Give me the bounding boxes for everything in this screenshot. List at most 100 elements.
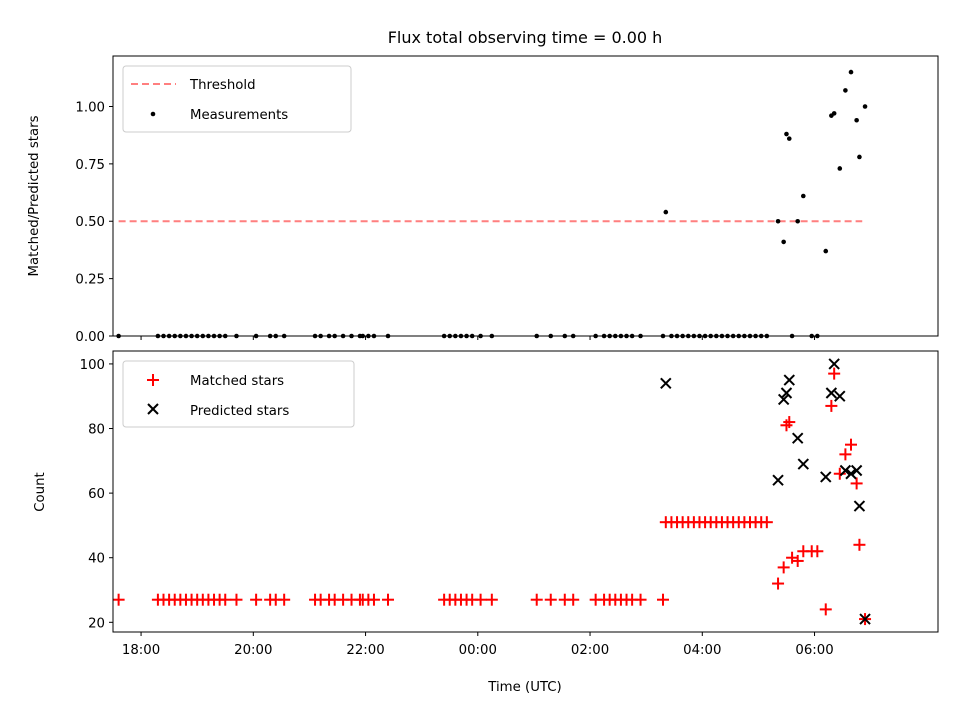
measurement-point	[786, 136, 792, 141]
matched-star-marker	[760, 516, 773, 529]
top-y-axis-label: Matched/Predicted stars	[27, 115, 42, 276]
measurement-point	[823, 248, 829, 254]
legend-matched-label: Matched stars	[190, 374, 284, 389]
top-y-tick-label: 0.00	[75, 330, 105, 345]
matched-star-marker	[845, 438, 858, 451]
measurement-point	[854, 117, 859, 123]
matched-star-marker	[657, 593, 669, 606]
predicted-star-marker-b	[845, 468, 857, 480]
predicted-star-marker	[853, 500, 866, 512]
predicted-star-marker-b	[797, 458, 810, 470]
predicted-star-marker	[859, 613, 871, 625]
matched-star-marker	[485, 593, 498, 606]
measurement-point	[837, 166, 843, 171]
top-y-tick-label: 0.25	[75, 273, 105, 288]
measurement-point	[801, 193, 806, 199]
bottom-x-tick-label: 04:00	[683, 643, 721, 658]
predicted-star-markers	[660, 358, 871, 625]
top-y-tick-label: 0.50	[75, 215, 105, 230]
measurement-points	[116, 69, 868, 339]
measurement-point	[857, 154, 862, 160]
predicted-star-marker	[783, 374, 795, 386]
predicted-star-marker	[828, 358, 840, 370]
measurement-point	[795, 218, 800, 224]
bottom-y-tick-label: 100	[80, 358, 105, 373]
bottom-legend-box	[122, 360, 355, 428]
top-legend: Threshold Measurements	[122, 65, 352, 133]
matched-star-marker	[474, 593, 487, 606]
matched-star-marker	[567, 593, 580, 606]
matched-star-markers	[112, 367, 872, 626]
predicted-star-marker-b	[820, 471, 832, 483]
matched-star-marker	[850, 477, 863, 490]
bottom-x-tick-label: 02:00	[571, 643, 609, 658]
matched-star-marker	[853, 538, 866, 551]
matched-star-marker	[825, 399, 838, 412]
matched-star-marker	[772, 577, 785, 590]
top-axes-frame	[112, 55, 939, 337]
matched-star-marker	[230, 593, 243, 606]
top-y-tick-label: 1.00	[75, 100, 105, 115]
matched-star-marker	[777, 561, 790, 574]
predicted-star-marker	[839, 464, 852, 477]
predicted-star-marker	[660, 377, 672, 390]
legend-predicted-marker	[147, 403, 159, 415]
predicted-star-marker	[850, 464, 863, 477]
bottom-x-tick-label: 22:00	[346, 643, 384, 658]
measurement-point	[862, 104, 868, 109]
top-y-tick-label: 0.75	[75, 158, 105, 173]
bottom-y-axis-label: Count	[33, 472, 48, 512]
matched-star-marker	[634, 593, 647, 606]
bottom-y-tick-label: 20	[88, 616, 105, 631]
predicted-star-marker-b	[791, 432, 804, 444]
predicted-star-marker-b	[780, 387, 793, 399]
predicted-star-marker-b	[772, 474, 784, 486]
measurement-point	[663, 209, 669, 215]
matched-star-marker	[819, 603, 832, 616]
chart-title: Flux total observing time = 0.00 h	[388, 28, 663, 47]
predicted-star-marker	[825, 387, 838, 399]
bottom-x-axis-ticks: 18:00 20:00 22:00 00:00 02:00 04:00 06:00	[122, 632, 834, 658]
bottom-x-tick-label: 00:00	[459, 643, 497, 658]
matched-star-marker	[828, 367, 841, 380]
measurement-point	[843, 88, 848, 93]
predicted-star-marker-b	[834, 390, 846, 402]
matched-star-marker	[367, 593, 380, 606]
predicted-star-marker	[777, 393, 790, 406]
bottom-axes-frame	[112, 350, 939, 633]
matched-star-marker	[839, 448, 852, 461]
measurement-point	[848, 69, 854, 75]
matched-star-marker	[783, 416, 796, 429]
bottom-panel: 20 40 60 80 100 18:00 20:00 22:00 00:00 02:00 04:…	[33, 350, 939, 695]
legend-matched-marker	[147, 374, 159, 386]
measurement-point	[775, 218, 781, 224]
predicted-star-marker-b	[850, 464, 863, 477]
predicted-star-marker-b	[839, 464, 852, 477]
predicted-star-marker	[772, 474, 784, 486]
bottom-x-tick-label: 06:00	[795, 643, 833, 658]
legend-measurement-marker	[150, 111, 156, 117]
predicted-star-marker	[797, 458, 810, 470]
bottom-y-axis-ticks: 20 40 60 80 100	[80, 358, 113, 631]
matched-star-marker	[382, 593, 394, 606]
matched-star-marker	[530, 593, 543, 606]
predicted-star-marker	[834, 390, 846, 402]
predicted-star-marker-b	[660, 377, 672, 390]
predicted-star-marker-b	[828, 358, 840, 370]
measurement-point	[831, 111, 837, 116]
predicted-star-marker	[845, 468, 857, 480]
bottom-x-tick-label: 20:00	[234, 643, 272, 658]
bottom-y-tick-label: 80	[88, 423, 105, 438]
measurement-point	[784, 131, 789, 137]
measurement-point	[781, 239, 786, 245]
matched-star-marker	[811, 545, 824, 558]
matched-star-marker	[250, 593, 263, 606]
bottom-y-tick-label: 40	[88, 552, 105, 567]
top-panel: Flux total observing time = 0.00 h 0.00 0…	[27, 28, 939, 345]
matched-star-marker	[544, 593, 557, 606]
predicted-star-marker-b	[859, 613, 871, 625]
top-legend-box	[122, 65, 352, 133]
bottom-x-tick-label: 18:00	[122, 643, 160, 658]
top-x-axis-ticks	[140, 336, 816, 340]
